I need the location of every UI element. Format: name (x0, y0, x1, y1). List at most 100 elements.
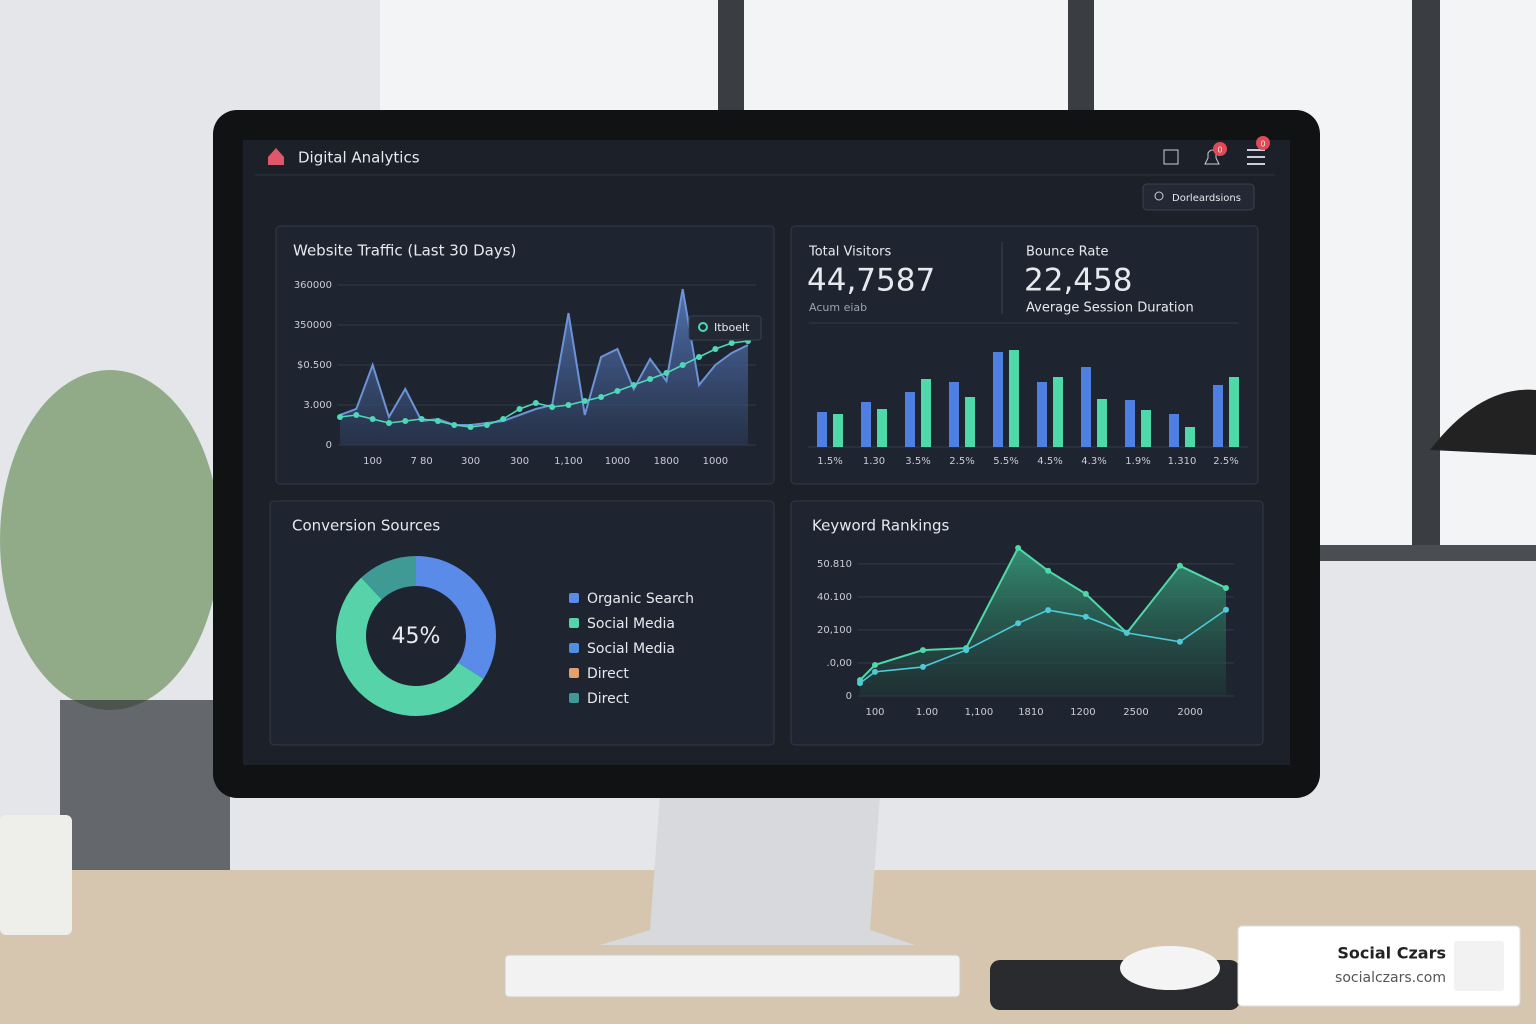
legend-label: Direct (587, 691, 629, 707)
x-tick-label: 2.5% (1213, 456, 1238, 467)
badge-count: 0 (1217, 146, 1222, 155)
point (1223, 584, 1229, 591)
bar (833, 414, 843, 447)
point (1176, 638, 1183, 645)
point (919, 663, 926, 670)
point (614, 388, 621, 394)
point (872, 668, 879, 675)
tooltip (688, 315, 762, 341)
panel-title: Keyword Rankings (812, 517, 950, 535)
icon-doc[interactable] (1163, 149, 1179, 165)
x-tick-label: 100 (363, 456, 382, 467)
icon-menu[interactable] (1247, 149, 1265, 165)
y-tick-label: 20,100 (817, 625, 852, 636)
annotation: Itboelt (714, 321, 750, 334)
x-tick-label: 300 (510, 456, 529, 467)
point (872, 661, 879, 668)
x-tick-label: 7 80 (410, 456, 432, 467)
donut-slice (415, 556, 496, 679)
stat-caption: Acum eiab (809, 301, 867, 314)
donut-center-label: 45% (392, 624, 441, 649)
panel-title: Website Traffic (Last 30 Days) (293, 242, 516, 260)
point (919, 647, 926, 654)
donut-slice (336, 577, 484, 716)
legend-swatch (569, 643, 579, 653)
window-frame (1412, 0, 1440, 560)
point (500, 416, 507, 422)
point (467, 424, 474, 430)
badge (1213, 142, 1227, 156)
point (963, 647, 970, 654)
x-tick-label: 4.3% (1081, 456, 1106, 467)
point (696, 354, 703, 360)
point (630, 382, 637, 388)
point (1123, 629, 1130, 636)
x-tick-label: 1000 (703, 456, 728, 467)
x-tick-label: 1800 (654, 456, 679, 467)
search-text: Dorleardsions (1172, 193, 1241, 204)
point (581, 398, 588, 404)
y-tick-label: 350000 (294, 320, 332, 331)
bar (1141, 410, 1151, 447)
badge-count: 0 (1260, 140, 1265, 149)
plant (0, 370, 220, 710)
point (532, 400, 539, 406)
point (402, 418, 409, 424)
point (353, 412, 360, 418)
bar (861, 402, 871, 447)
bar (993, 352, 1003, 447)
y-tick-label: 40.100 (817, 592, 852, 603)
bar (1081, 367, 1091, 447)
x-tick-label: 1.310 (1168, 456, 1197, 467)
x-tick-label: 1200 (1070, 707, 1095, 718)
stat-value: 22,458 (1024, 263, 1132, 299)
watermark-logo (1454, 941, 1504, 991)
point (712, 346, 719, 352)
point (857, 680, 863, 687)
point (1045, 607, 1052, 614)
lamp (1430, 389, 1536, 455)
x-tick-label: 1.9% (1125, 456, 1150, 467)
bar (1053, 377, 1063, 447)
point (598, 394, 605, 400)
point (483, 422, 490, 428)
line (859, 609, 1227, 684)
tooltip-icon (698, 322, 708, 332)
bar (921, 379, 931, 447)
search-icon (1154, 191, 1164, 201)
point (1082, 613, 1089, 620)
x-tick-label: 1.30 (863, 456, 885, 467)
point (1176, 562, 1183, 569)
icon-bell[interactable] (1204, 149, 1220, 165)
search-box[interactable] (1142, 183, 1255, 211)
x-tick-label: 1,100 (965, 707, 994, 718)
line (859, 546, 1227, 681)
legend-label: Direct (587, 666, 629, 682)
keyboard (504, 954, 961, 998)
bar (1037, 382, 1047, 447)
area-fill (340, 289, 748, 445)
point (565, 402, 572, 408)
x-tick-label: 5.5% (993, 456, 1018, 467)
stat-caption: Average Session Duration (1026, 301, 1194, 316)
monitor-stand (600, 795, 915, 945)
logo (268, 148, 284, 165)
point (728, 340, 735, 346)
y-tick-label: .0,00 (827, 658, 852, 669)
bar (1213, 385, 1223, 447)
x-tick-label: 3.5% (905, 456, 930, 467)
x-tick-label: 1.00 (916, 707, 938, 718)
point (385, 420, 392, 426)
point (1015, 620, 1022, 627)
watermark-url: socialczars.com (1335, 970, 1446, 986)
x-tick-label: 100 (865, 707, 884, 718)
y-tick-label: 3.000 (303, 400, 332, 411)
legend-swatch (569, 693, 579, 703)
point (1015, 544, 1022, 551)
y-tick-label: 0 (326, 440, 332, 451)
point (647, 376, 654, 382)
legend-swatch (569, 618, 579, 628)
watermark-box (1237, 925, 1521, 1007)
legend-swatch (569, 593, 579, 603)
